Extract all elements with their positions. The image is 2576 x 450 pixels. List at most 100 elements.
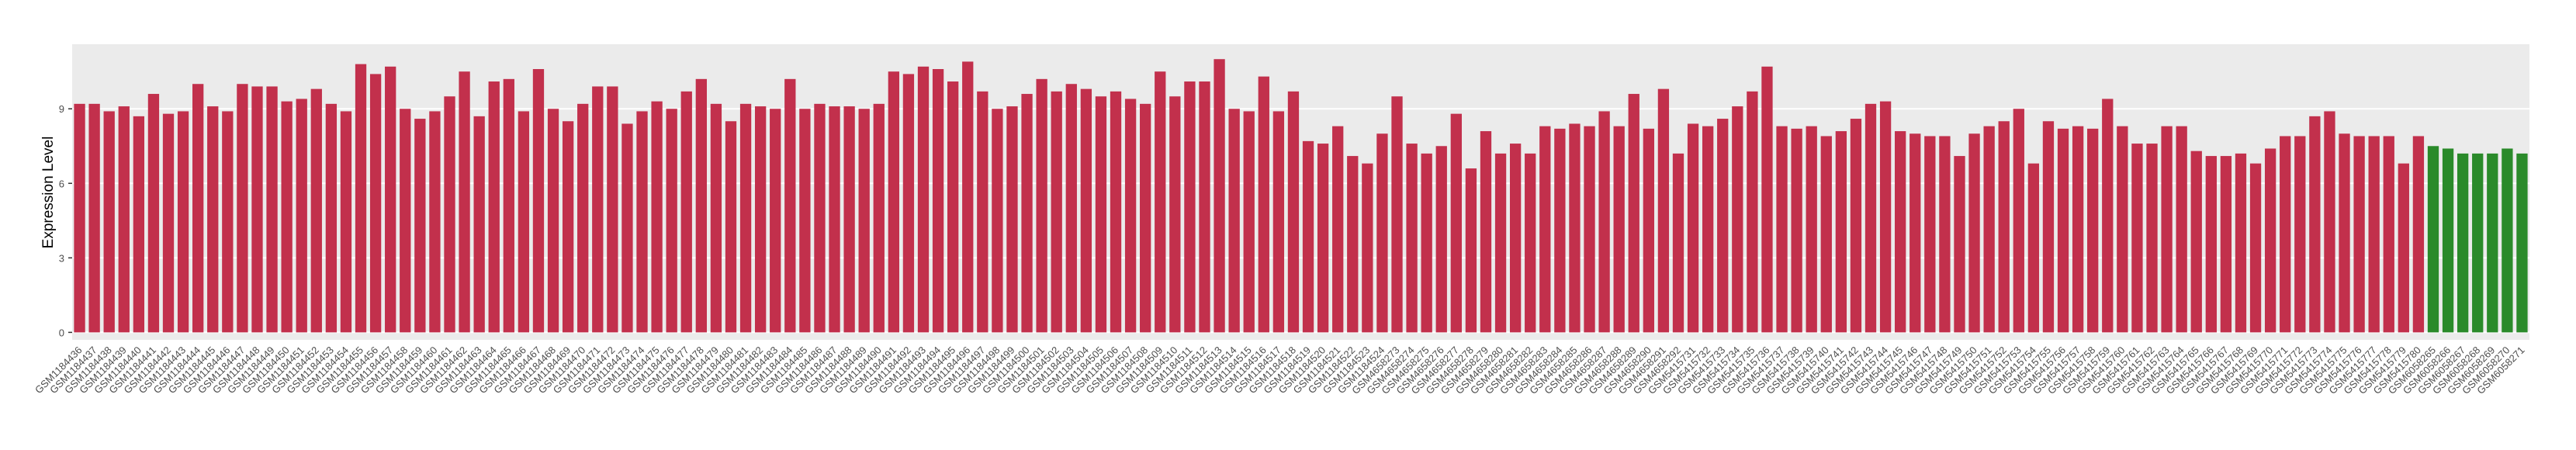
bar: [1554, 128, 1566, 333]
bar: [1110, 91, 1122, 333]
bar: [858, 109, 870, 333]
bar: [1835, 131, 1847, 333]
y-tick-label: 9: [59, 103, 64, 115]
bar: [651, 101, 663, 333]
bar: [1509, 144, 1522, 333]
bar: [843, 106, 855, 333]
bar: [1051, 91, 1062, 333]
bar: [147, 94, 160, 333]
bar: [1199, 81, 1210, 333]
bar: [532, 69, 545, 333]
bar: [1480, 131, 1492, 333]
bar: [1391, 96, 1403, 333]
bar: [1302, 140, 1314, 333]
bar: [1628, 94, 1639, 333]
bar: [1065, 84, 1077, 333]
bar: [2339, 133, 2350, 333]
bar: [873, 103, 885, 333]
bar: [1569, 123, 1581, 333]
bar: [103, 111, 115, 333]
bar: [2117, 126, 2128, 333]
bar: [385, 66, 396, 333]
bar: [992, 109, 1003, 333]
bar: [1080, 88, 1092, 333]
bar: [1376, 133, 1388, 333]
bar: [2383, 136, 2394, 333]
bar: [1747, 91, 1758, 333]
bar: [1539, 126, 1551, 333]
bar: [710, 103, 722, 333]
bar: [1598, 111, 1610, 333]
y-tick-label: 3: [59, 252, 64, 264]
bar: [1140, 103, 1151, 333]
bar: [1613, 126, 1625, 333]
bar: [310, 88, 322, 333]
bar: [1243, 111, 1255, 333]
bar: [1968, 133, 1980, 333]
bar: [414, 119, 426, 333]
bar: [473, 116, 485, 333]
bar: [1287, 91, 1300, 333]
bar: [1791, 128, 1802, 333]
bar: [770, 109, 781, 333]
bar: [2353, 136, 2365, 333]
bar: [547, 109, 559, 333]
bar: [325, 103, 338, 333]
bar: [2398, 163, 2409, 333]
bar: [2368, 136, 2380, 333]
bar: [459, 71, 470, 333]
bar: [947, 81, 959, 333]
bar: [1672, 153, 1684, 333]
bar: [636, 111, 648, 333]
bar: [1864, 103, 1877, 333]
bar: [177, 111, 189, 333]
bar: [784, 78, 796, 333]
bar: [266, 86, 278, 333]
bar: [1184, 81, 1196, 333]
bar: [902, 74, 915, 333]
bar: [2516, 153, 2528, 333]
bar: [562, 121, 574, 333]
bar: [118, 106, 130, 333]
bar: [340, 111, 352, 333]
bar: [281, 101, 293, 333]
panel: [72, 44, 2529, 340]
bar: [2102, 99, 2114, 333]
bar: [1776, 126, 1788, 333]
bar: [162, 113, 175, 333]
bar: [1717, 119, 1729, 333]
bar: [799, 109, 811, 333]
bar: [1347, 156, 1359, 333]
bar: [1761, 66, 1773, 333]
bar: [1228, 109, 1240, 333]
bar: [2324, 111, 2335, 333]
bar: [355, 64, 367, 333]
bar: [1879, 101, 1892, 333]
bar: [2427, 146, 2439, 333]
bar: [1584, 126, 1595, 333]
bar: [2280, 136, 2291, 333]
bar: [2457, 153, 2469, 333]
bar: [1362, 163, 1373, 333]
bar: [1820, 136, 1832, 333]
bar: [1525, 153, 1536, 333]
bar: [1983, 126, 1995, 333]
bar: [2235, 153, 2247, 333]
bar: [917, 66, 930, 333]
bar: [2131, 144, 2143, 333]
bar: [1021, 94, 1033, 333]
bar: [88, 103, 100, 333]
bar: [695, 78, 707, 333]
bar: [1124, 99, 1137, 333]
bar: [2146, 144, 2158, 333]
bar: [2249, 163, 2262, 333]
bar: [1494, 153, 1507, 333]
bar: [888, 71, 900, 333]
bar: [2412, 136, 2425, 333]
bar: [1421, 153, 1432, 333]
bar: [2161, 126, 2173, 333]
bar: [1214, 59, 1225, 333]
bar: [2502, 148, 2513, 333]
bar: [1095, 96, 1107, 333]
bar: [1450, 113, 1462, 333]
